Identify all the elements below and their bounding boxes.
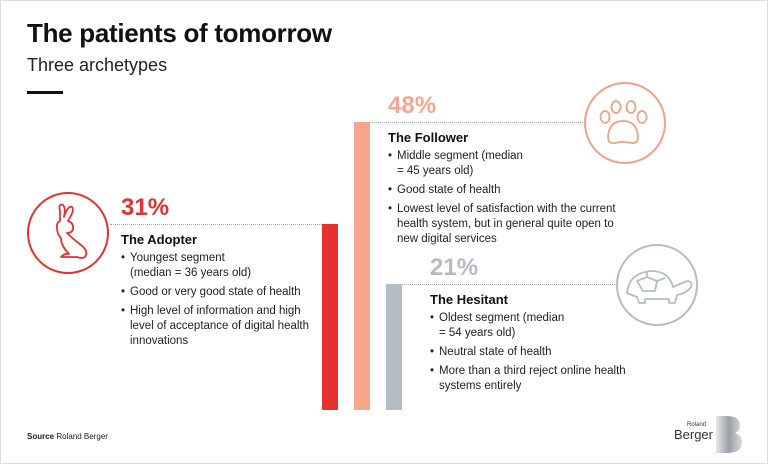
bullet: Lowest level of satisfaction with the cu… bbox=[388, 202, 632, 247]
data-label-follower: 48% bbox=[388, 92, 437, 119]
source-label: Source bbox=[27, 432, 55, 441]
archetype-name: The Follower bbox=[388, 130, 469, 145]
bullet: Middle segment (median = 45 years old) bbox=[388, 149, 527, 179]
page-title: The patients of tomorrow bbox=[27, 18, 332, 48]
bullet: Good or very good state of health bbox=[121, 285, 321, 300]
archetype-follower: The Follower Middle segment (median = 45… bbox=[388, 130, 628, 251]
archetype-name: The Hesitant bbox=[430, 292, 509, 307]
bullet: High level of information and high level… bbox=[121, 304, 315, 349]
turtle-icon bbox=[616, 244, 698, 326]
archetype-name: The Adopter bbox=[121, 232, 198, 247]
archetype-hesitant: The Hesitant Oldest segment (median = 54… bbox=[430, 292, 650, 398]
leader-line-hesitant bbox=[402, 284, 615, 285]
paw-icon bbox=[584, 82, 666, 164]
bar-hesitant bbox=[386, 284, 402, 410]
leader-line-adopter bbox=[110, 224, 322, 225]
bullet: More than a third reject online health s… bbox=[430, 364, 654, 394]
bar-adopter bbox=[322, 224, 338, 410]
bullet: Good state of health bbox=[388, 183, 628, 198]
bullet: Youngest segment (median = 36 years old) bbox=[121, 251, 260, 281]
title-rule bbox=[27, 91, 63, 94]
bar-follower bbox=[354, 122, 370, 410]
data-label-hesitant: 21% bbox=[430, 254, 479, 281]
bullet: Oldest segment (median = 54 years old) bbox=[430, 311, 569, 341]
source-text: Roland Berger bbox=[56, 432, 108, 441]
data-label-adopter: 31% bbox=[121, 194, 170, 221]
roland-berger-logo: Roland Berger bbox=[674, 416, 742, 453]
page-subtitle: Three archetypes bbox=[27, 55, 168, 75]
archetype-adopter: The Adopter Youngest segment (median = 3… bbox=[121, 232, 321, 353]
svg-text:Berger: Berger bbox=[674, 427, 714, 442]
bullet: Neutral state of health bbox=[430, 345, 650, 360]
leader-line-follower bbox=[370, 122, 583, 123]
source-note: Source Roland Berger bbox=[27, 432, 108, 441]
svg-text:Roland: Roland bbox=[687, 422, 706, 428]
rabbit-icon bbox=[27, 192, 109, 274]
